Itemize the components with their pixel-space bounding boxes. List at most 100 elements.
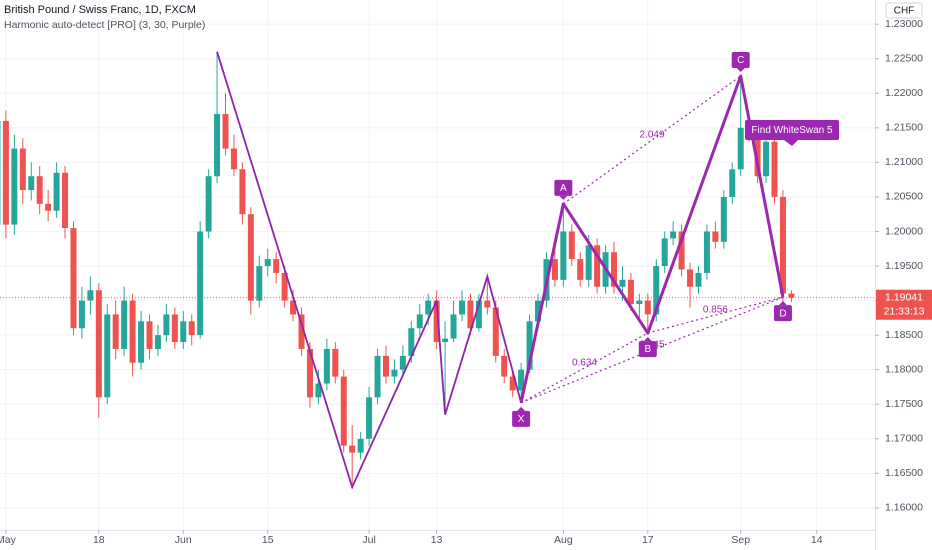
point-label: D xyxy=(779,308,786,319)
point-marker xyxy=(554,179,573,196)
candle-body xyxy=(2,120,9,225)
x-tick-label: Jul xyxy=(362,534,375,546)
x-tick-label: May xyxy=(0,534,17,546)
y-tick-label: 1.17000 xyxy=(885,433,923,445)
y-tick-label: 1.16500 xyxy=(885,467,923,479)
last-price-box xyxy=(876,289,932,320)
point-marker xyxy=(638,341,657,358)
candle-body xyxy=(247,214,254,301)
candle-body xyxy=(501,355,508,377)
y-tick-label: 1.16000 xyxy=(885,502,923,514)
candle-body xyxy=(577,259,584,280)
point-label: X xyxy=(518,414,525,425)
candle-body xyxy=(340,376,347,446)
x-tick-label: Sep xyxy=(731,534,750,546)
candle-body xyxy=(779,196,786,294)
candle-body xyxy=(70,228,77,329)
ratio-line xyxy=(562,75,742,205)
axes: 1.16000 1.16500 1.17000 1.17500 1.18000 1.185… xyxy=(0,18,932,546)
candle-body xyxy=(36,176,43,204)
y-tick-label: 1.19500 xyxy=(885,260,923,272)
y-tick-label: 1.18500 xyxy=(885,329,923,341)
candle-body xyxy=(526,321,533,370)
candle-body xyxy=(264,259,271,267)
candle-body xyxy=(509,376,516,391)
candle-body xyxy=(492,307,499,356)
x-tick-label: 18 xyxy=(93,534,105,546)
candle-body xyxy=(104,314,111,398)
point-marker xyxy=(773,305,792,322)
candle-body xyxy=(678,231,685,270)
currency-box[interactable] xyxy=(885,2,923,19)
candle-body xyxy=(720,196,727,242)
point-marker xyxy=(731,52,750,69)
indicator-title: Harmonic auto-detect [PRO] (3, 30, Purpl… xyxy=(4,19,205,31)
pattern-line xyxy=(519,74,785,404)
candle-body xyxy=(458,300,465,315)
candle-body xyxy=(28,176,35,191)
ratio-label: 0.634 xyxy=(572,358,597,369)
point-label: C xyxy=(737,55,744,66)
candle-body xyxy=(475,300,482,329)
candle-body xyxy=(171,314,178,343)
candle-body xyxy=(290,300,297,315)
ratio-label: 0.856 xyxy=(703,305,728,316)
candle-body xyxy=(737,127,744,170)
candle-body xyxy=(484,300,491,308)
candle-body xyxy=(129,300,136,363)
grid xyxy=(0,0,875,530)
candle-body xyxy=(670,231,677,239)
candle-body xyxy=(357,438,364,453)
candle-body xyxy=(442,338,449,343)
candle-body xyxy=(45,203,52,211)
candle-body xyxy=(214,114,221,177)
y-tick-label: 1.23000 xyxy=(885,18,923,30)
candle-body xyxy=(416,314,423,329)
candle-body xyxy=(644,300,651,315)
candle-body xyxy=(95,290,102,398)
candle-body xyxy=(11,148,18,225)
candle-body xyxy=(729,169,736,197)
point-marker xyxy=(512,410,531,427)
point-pointer xyxy=(517,406,526,411)
candle-body xyxy=(87,290,94,301)
y-tick-label: 1.18000 xyxy=(885,363,923,375)
candle-body xyxy=(78,300,85,329)
candle-body xyxy=(332,348,339,377)
annotation-pointer xyxy=(784,140,798,146)
candle-body xyxy=(281,272,288,301)
currency-label[interactable]: CHF xyxy=(894,6,915,17)
y-tick-label: 1.17500 xyxy=(885,398,923,410)
candle-body xyxy=(19,148,26,191)
candle-body xyxy=(366,397,373,439)
y-tick-label: 1.22000 xyxy=(885,87,923,99)
candle-body xyxy=(627,279,634,305)
candle-body xyxy=(594,245,601,287)
x-tick-label: 17 xyxy=(642,534,654,546)
candle-body xyxy=(382,355,389,377)
candle-body xyxy=(273,259,280,273)
chart-title: British Pound / Swiss Franc, 1D, FXCM xyxy=(4,4,196,16)
candle-body xyxy=(121,300,128,349)
candle-body xyxy=(425,300,432,315)
candle-body xyxy=(771,141,778,197)
ratio-label: 2.049 xyxy=(640,130,665,141)
candle-body xyxy=(467,300,474,329)
candle-body xyxy=(712,231,719,242)
last-price-label: 1.19041 xyxy=(885,292,923,304)
candle-body xyxy=(619,279,626,287)
point-pointer xyxy=(559,195,568,200)
candle-body xyxy=(315,383,322,398)
candle-body xyxy=(62,172,69,229)
point-pointer xyxy=(643,337,652,342)
candle-body xyxy=(391,369,398,377)
point-label: B xyxy=(644,344,651,355)
candle-body xyxy=(450,314,457,339)
candle-body xyxy=(399,355,406,370)
candle-body xyxy=(661,238,668,267)
annotation-text: Find WhiteSwan 5 xyxy=(751,125,833,136)
candle-body xyxy=(205,176,212,232)
candle-body xyxy=(256,266,263,301)
candle-body xyxy=(298,314,305,349)
